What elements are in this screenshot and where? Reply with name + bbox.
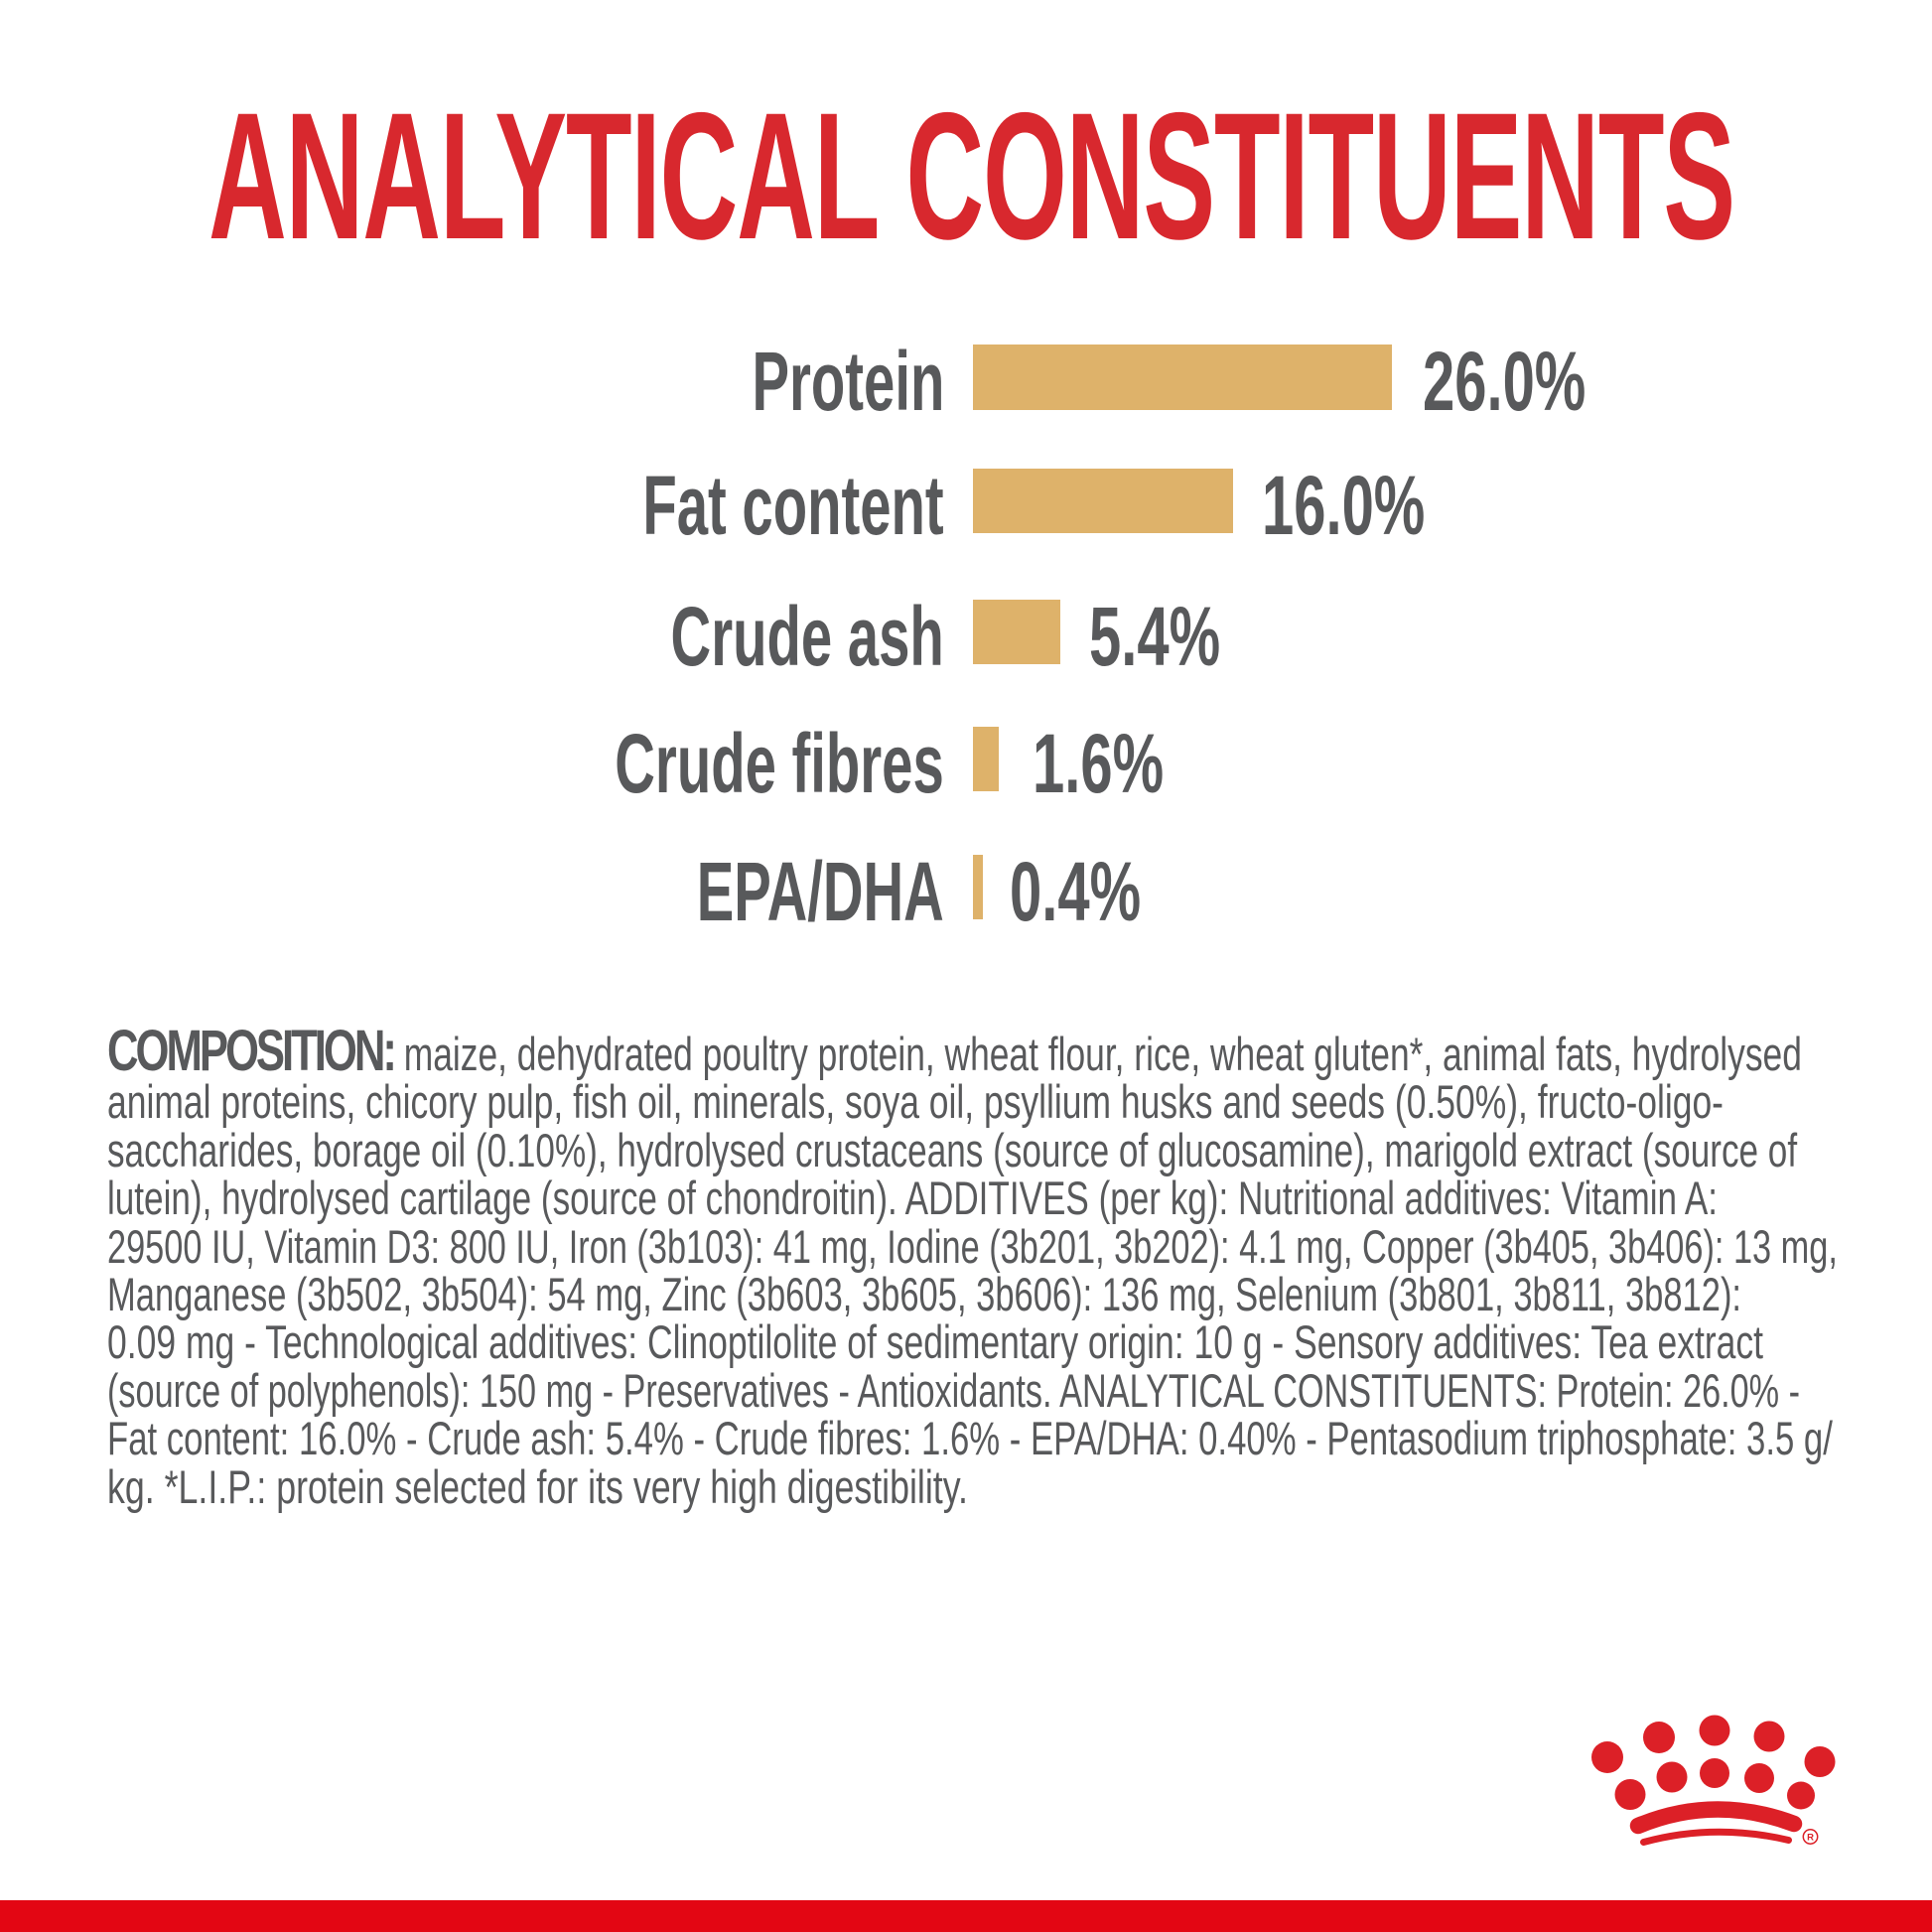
svg-text:R: R [1807, 1832, 1814, 1843]
